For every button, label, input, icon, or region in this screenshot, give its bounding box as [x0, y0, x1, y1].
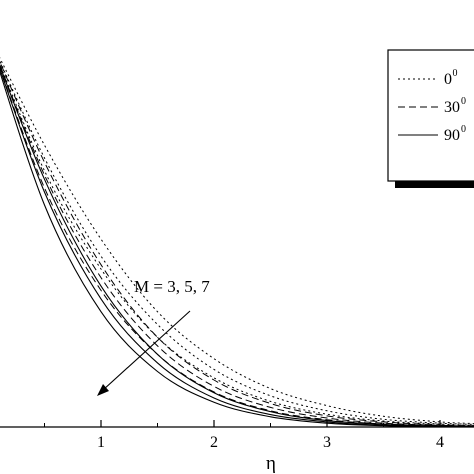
series-line-solid-m3	[0, 64, 474, 428]
x-axis-label: η	[266, 453, 276, 474]
x-axis-ticks: 1 2 3 4	[44, 420, 444, 451]
legend: 0 030 090 0	[387, 49, 474, 188]
legend-label-superscript: 0	[461, 96, 466, 107]
series-layer	[0, 57, 474, 428]
legend-label: 0	[444, 71, 452, 88]
series-line-dashed-m3	[0, 60, 474, 427]
legend-label-superscript: 0	[461, 124, 466, 135]
annotation-arrow-head	[97, 384, 109, 396]
legend-label: 30	[444, 99, 460, 116]
x-tick-label: 3	[323, 434, 331, 451]
annotation-text: M = 3, 5, 7	[134, 277, 210, 296]
x-tick-label: 2	[210, 434, 218, 451]
legend-label-superscript: 0	[453, 68, 458, 79]
legend-label: 90	[444, 127, 460, 144]
annotation-m-values: M = 3, 5, 7	[97, 277, 210, 396]
series-line-solid-m7	[0, 70, 474, 428]
series-line-dashed-m7	[0, 66, 474, 428]
legend-shadow	[395, 180, 474, 188]
annotation-arrow-shaft	[102, 310, 191, 391]
series-line-dashed-m5	[0, 63, 474, 427]
legend-box	[387, 49, 474, 182]
x-tick-label: 1	[97, 434, 105, 451]
x-tick-label: 4	[436, 434, 444, 451]
series-line-dotted-m3	[0, 57, 474, 425]
series-line-dotted-m5	[0, 59, 474, 425]
